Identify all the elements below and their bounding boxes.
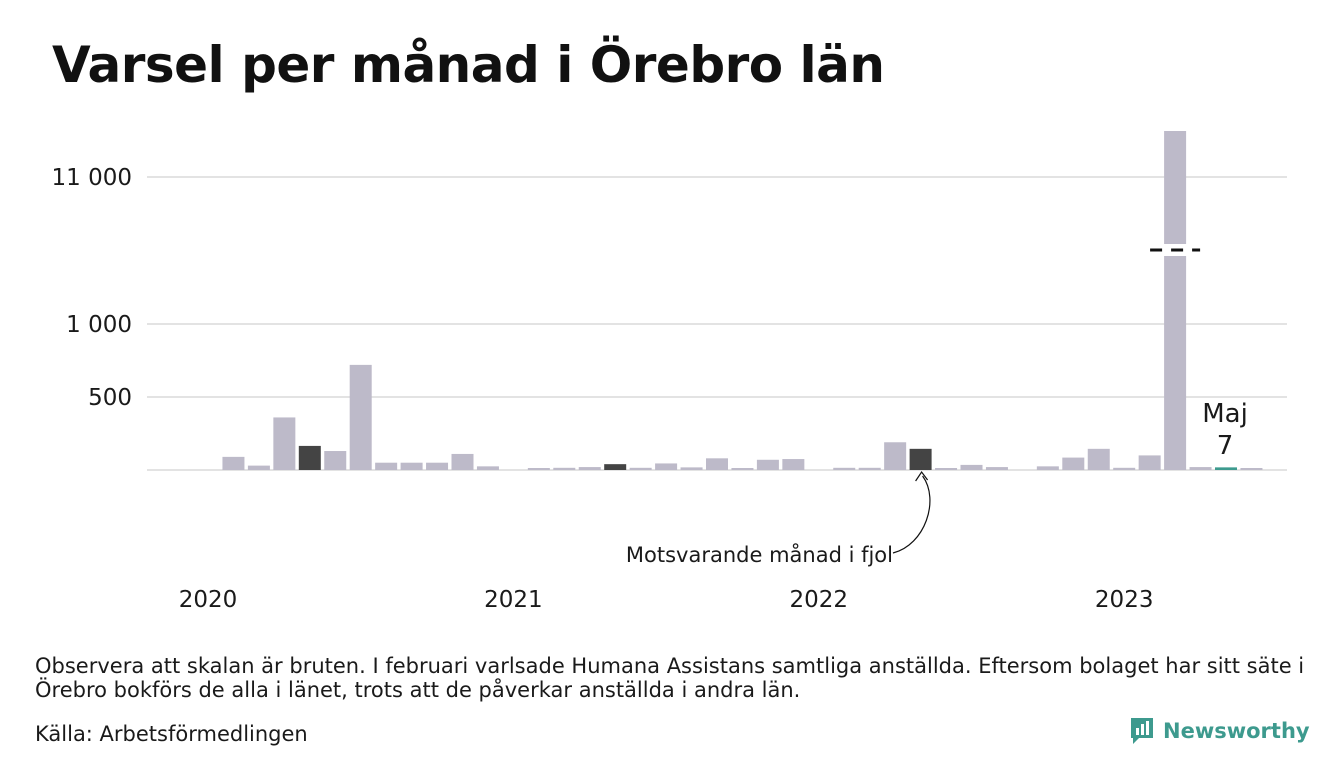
bar bbox=[706, 458, 728, 470]
bar bbox=[629, 467, 652, 470]
chart-title: Varsel per månad i Örebro län bbox=[52, 36, 885, 94]
bar bbox=[1087, 448, 1110, 470]
bar bbox=[273, 417, 296, 470]
bar bbox=[1240, 468, 1263, 470]
bar bbox=[1036, 466, 1059, 470]
bar bbox=[553, 467, 576, 470]
bar bbox=[1215, 467, 1237, 470]
current-month-label: Maj bbox=[1202, 399, 1248, 429]
bar bbox=[451, 453, 474, 470]
chart-note: Observera att skalan är bruten. I februa… bbox=[35, 654, 1305, 702]
bar bbox=[909, 448, 932, 470]
current-value-label: 7 bbox=[1217, 431, 1234, 461]
bar bbox=[324, 451, 347, 470]
annotation-arrow-line bbox=[892, 475, 931, 554]
bar bbox=[527, 468, 550, 470]
bar bbox=[426, 462, 449, 470]
bar bbox=[756, 459, 779, 470]
newsworthy-brand[interactable]: Newsworthy bbox=[1129, 716, 1310, 746]
bar bbox=[858, 467, 881, 470]
y-tick-label: 1 000 bbox=[66, 312, 132, 338]
annotation-label: Motsvarande månad i fjol bbox=[626, 542, 893, 567]
bar bbox=[400, 462, 423, 470]
x-tick-label: 2023 bbox=[1095, 587, 1154, 613]
annotation-arrow-head bbox=[915, 470, 929, 482]
chart-source: Källa: Arbetsförmedlingen bbox=[35, 722, 308, 746]
bar bbox=[1138, 455, 1161, 470]
bar bbox=[298, 445, 321, 470]
bar bbox=[578, 467, 601, 470]
bar bbox=[1062, 457, 1085, 470]
bar bbox=[349, 364, 372, 470]
bar bbox=[476, 466, 499, 470]
bar bbox=[960, 464, 983, 470]
bar bbox=[1164, 131, 1187, 470]
bar bbox=[782, 459, 805, 470]
bar bbox=[884, 442, 907, 470]
newsworthy-logo-icon bbox=[1131, 718, 1153, 744]
bar bbox=[222, 456, 245, 470]
bar bbox=[1189, 467, 1212, 470]
x-tick-label: 2021 bbox=[484, 587, 543, 613]
bar bbox=[247, 465, 270, 470]
bar bbox=[731, 468, 754, 470]
y-tick-label: 500 bbox=[88, 385, 132, 411]
bar bbox=[1113, 467, 1136, 470]
bar bbox=[935, 468, 958, 470]
bar bbox=[655, 463, 678, 470]
x-tick-label: 2020 bbox=[179, 587, 238, 613]
brand-name: Newsworthy bbox=[1163, 719, 1310, 743]
y-tick-label: 11 000 bbox=[52, 165, 132, 191]
bar bbox=[375, 462, 398, 470]
bar bbox=[680, 467, 703, 470]
bar bbox=[604, 464, 627, 470]
bar bbox=[833, 467, 856, 470]
x-tick-label: 2022 bbox=[790, 587, 849, 613]
bar bbox=[985, 467, 1008, 470]
